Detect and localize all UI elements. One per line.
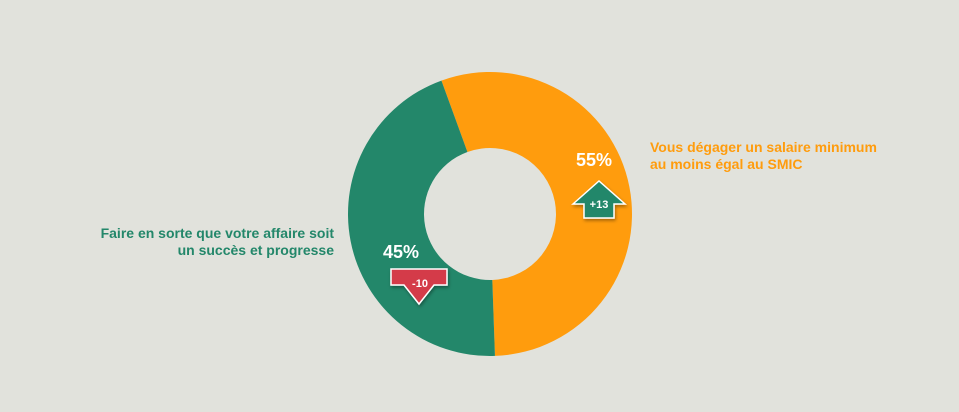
change-badge-salaire: +13	[590, 199, 609, 211]
legend-label-salaire: Vous dégager un salaire minimum au moins…	[650, 139, 877, 172]
arrow-up-icon	[571, 179, 627, 219]
donut-slice-salaire	[441, 71, 633, 356]
arrow-down-icon	[390, 268, 448, 306]
change-badge-affaire: -10	[412, 278, 428, 290]
slice-value-affaire: 45%	[383, 242, 419, 262]
donut-slice-affaire	[348, 80, 495, 356]
slice-value-salaire: 55%	[576, 150, 612, 170]
legend-label-affaire: Faire en sorte que votre affaire soit un…	[100, 225, 334, 258]
